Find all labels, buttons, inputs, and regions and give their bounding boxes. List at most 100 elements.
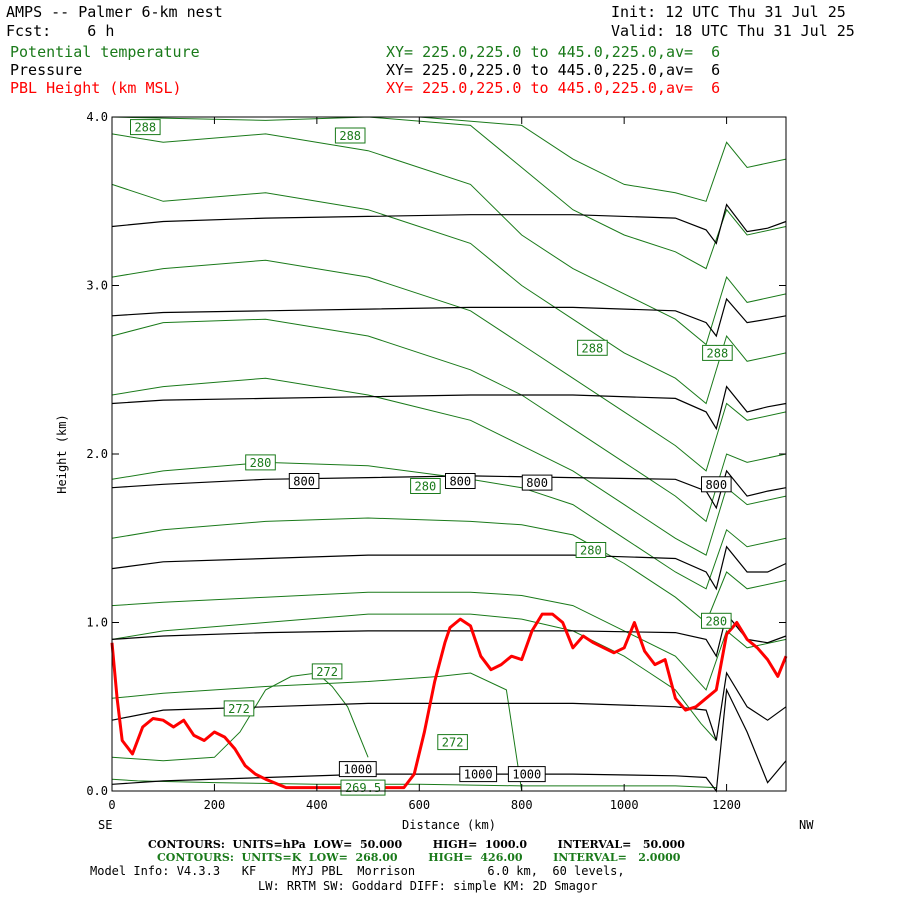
x-axis-title: Distance (km) <box>402 818 496 832</box>
contour-label-box-16 <box>459 766 498 783</box>
x-end-left: SE <box>98 818 112 832</box>
theta-contour-9 <box>111 259 787 472</box>
pressure-contour-850 <box>111 545 787 591</box>
contour-label-box-1 <box>334 127 366 144</box>
contour-label-15: 1000 <box>338 761 377 778</box>
contour-label-16: 1000 <box>459 766 498 783</box>
pressure-contour-800 <box>111 469 787 510</box>
footer-physics: LW: RRTM SW: Goddard DIFF: simple KM: 2D… <box>258 879 598 893</box>
theta-contour-4 <box>111 591 787 691</box>
contour-label-3: 288 <box>702 344 733 361</box>
theta-contour-13 <box>419 116 787 202</box>
contour-label-text-9: 272 <box>228 702 250 716</box>
contour-label-box-2 <box>577 339 608 356</box>
contour-label-box-5 <box>410 478 441 494</box>
contour-label-text-5: 280 <box>415 480 437 494</box>
footer-pressure-contours: CONTOURS: UNITS=hPa LOW= 50.000 HIGH= 10… <box>148 838 685 851</box>
pbl-height-line-0 <box>110 612 788 790</box>
contour-label-text-6: 280 <box>580 544 602 558</box>
contour-label-box-9 <box>223 700 255 717</box>
contour-label-text-8: 272 <box>316 665 338 679</box>
contour-label-box-11 <box>288 473 320 489</box>
x-tick-label-1000: 1000 <box>610 798 639 812</box>
pressure-contour-650 <box>111 203 787 245</box>
contour-label-text-12: 800 <box>449 475 471 489</box>
contour-label-box-3 <box>702 344 733 361</box>
contour-label-10: 272 <box>437 734 468 751</box>
theta-contour-0 <box>111 778 717 789</box>
x-tick-label-800: 800 <box>511 798 533 812</box>
header-title: AMPS -- Palmer 6-km nest <box>6 3 223 21</box>
field-label-pbl: PBL Height (km MSL) <box>10 79 182 97</box>
contour-label-text-11: 800 <box>293 475 315 489</box>
theta-contour-10 <box>111 183 787 405</box>
contour-label-text-3: 288 <box>707 346 729 360</box>
contour-label-text-18: 269.5 <box>345 781 381 795</box>
contour-label-9: 272 <box>223 700 255 717</box>
contour-label-box-7 <box>701 612 732 629</box>
contour-label-text-2: 288 <box>582 341 604 355</box>
x-tick-label-0: 0 <box>108 798 115 812</box>
theta-contour-3 <box>111 613 717 741</box>
contour-label-box-13 <box>521 474 553 491</box>
contour-label-text-13: 800 <box>526 476 548 490</box>
contour-label-11: 800 <box>288 473 320 489</box>
contour-label-box-8 <box>311 663 343 680</box>
theta-contour-11 <box>111 133 787 346</box>
field-xy-pressure: XY= 225.0,225.0 to 445.0,225.0,av= 6 <box>386 61 721 79</box>
header-init-time: Init: 12 UTC Thu 31 Jul 25 <box>611 3 846 21</box>
pressure-contour-1000 <box>111 687 787 793</box>
contour-label-box-0 <box>130 119 161 136</box>
y-tick-label-4: 4.0 <box>86 110 108 124</box>
pressure-contour-750 <box>111 385 787 431</box>
field-label-theta: Potential temperature <box>10 43 200 61</box>
footer-model-info: Model Info: V4.3.3 KF MYJ PBL Morrison 6… <box>90 864 625 878</box>
contour-label-text-10: 272 <box>442 736 464 750</box>
contour-label-box-17 <box>507 766 546 783</box>
contour-label-text-4: 280 <box>250 456 272 470</box>
contour-label-5: 280 <box>410 478 441 494</box>
contour-label-text-15: 1000 <box>343 763 372 777</box>
contour-label-box-4 <box>245 454 276 471</box>
x-tick-label-200: 200 <box>204 798 226 812</box>
contour-label-17: 1000 <box>507 766 546 783</box>
contour-label-text-14: 800 <box>705 478 727 492</box>
x-tick-label-400: 400 <box>306 798 328 812</box>
contour-label-14: 800 <box>701 476 732 493</box>
field-xy-theta: XY= 225.0,225.0 to 445.0,225.0,av= 6 <box>386 43 721 61</box>
y-tick-label-3: 3.0 <box>86 279 108 293</box>
contour-label-text-16: 1000 <box>464 768 493 782</box>
contour-label-4: 280 <box>245 454 276 471</box>
contour-label-12: 800 <box>445 473 476 489</box>
contour-label-18: 269.5 <box>340 779 386 796</box>
field-label-pressure: Pressure <box>10 61 83 79</box>
contour-label-1: 288 <box>334 127 366 144</box>
theta-contour-5 <box>111 517 787 624</box>
contour-label-box-12 <box>445 473 476 489</box>
contour-label-text-7: 280 <box>705 614 727 628</box>
pressure-contour-950 <box>111 671 787 741</box>
x-tick-label-1200: 1200 <box>712 798 741 812</box>
contour-label-6: 280 <box>575 542 607 558</box>
contour-label-box-6 <box>575 542 607 558</box>
x-end-right: NW <box>799 818 814 832</box>
theta-contour-1 <box>111 672 369 762</box>
contour-label-0: 288 <box>130 119 161 136</box>
theta-contour-2 <box>111 672 523 792</box>
theta-contour-8 <box>111 318 787 523</box>
contour-label-box-10 <box>437 734 468 751</box>
y-tick-label-1: 1.0 <box>86 616 108 630</box>
pressure-contour-700 <box>111 297 787 338</box>
footer-theta-contours: CONTOURS: UNITS=K LOW= 268.00 HIGH= 426.… <box>157 851 681 864</box>
contour-label-8: 272 <box>311 663 343 680</box>
contour-label-text-1: 288 <box>339 129 361 143</box>
y-tick-label-0: 0.0 <box>86 784 108 798</box>
contour-label-13: 800 <box>521 474 553 491</box>
theta-contour-12 <box>111 116 787 270</box>
contour-label-text-0: 288 <box>134 121 156 135</box>
y-axis-title: Height (km) <box>55 414 69 493</box>
contour-label-2: 288 <box>577 339 608 356</box>
x-tick-label-600: 600 <box>408 798 430 812</box>
